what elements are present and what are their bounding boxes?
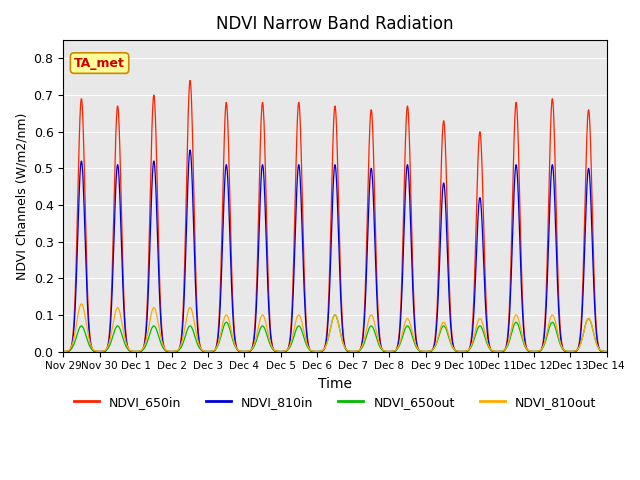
- Y-axis label: NDVI Channels (W/m2/nm): NDVI Channels (W/m2/nm): [15, 112, 28, 279]
- NDVI_810out: [60, 348, 67, 354]
- Title: NDVI Narrow Band Radiation: NDVI Narrow Band Radiation: [216, 15, 454, 33]
- NDVI_650in: [122, 322, 129, 328]
- NDVI_650out: [60, 348, 67, 354]
- NDVI_810in: [122, 328, 129, 334]
- NDVI_810out: [154, 317, 161, 323]
- NDVI_810out: [603, 348, 611, 354]
- NDVI_650in: [186, 78, 194, 84]
- NDVI_650out: [593, 340, 600, 346]
- NDVI_810in: [534, 348, 541, 354]
- Line: NDVI_650in: NDVI_650in: [63, 81, 607, 351]
- Line: NDVI_810in: NDVI_810in: [63, 150, 607, 351]
- NDVI_650in: [154, 194, 161, 200]
- NDVI_810in: [154, 234, 161, 240]
- X-axis label: Time: Time: [318, 377, 352, 391]
- NDVI_810out: [268, 344, 276, 349]
- Legend: NDVI_650in, NDVI_810in, NDVI_650out, NDVI_810out: NDVI_650in, NDVI_810in, NDVI_650out, NDV…: [68, 391, 601, 414]
- NDVI_810out: [534, 348, 541, 354]
- NDVI_650out: [268, 345, 275, 350]
- NDVI_810out: [593, 340, 600, 346]
- Line: NDVI_650out: NDVI_650out: [63, 315, 607, 351]
- NDVI_810in: [593, 328, 600, 334]
- NDVI_810in: [603, 348, 611, 354]
- NDVI_810in: [60, 348, 67, 354]
- NDVI_650out: [122, 342, 129, 348]
- NDVI_650in: [603, 348, 611, 354]
- NDVI_650out: [154, 330, 161, 336]
- NDVI_650out: [332, 312, 339, 318]
- NDVI_810out: [292, 320, 300, 326]
- NDVI_810out: [122, 337, 129, 343]
- Text: TA_met: TA_met: [74, 57, 125, 70]
- NDVI_650out: [603, 348, 611, 354]
- NDVI_650out: [534, 348, 541, 354]
- NDVI_650out: [291, 329, 299, 335]
- NDVI_650in: [268, 339, 276, 345]
- NDVI_650in: [292, 187, 300, 192]
- NDVI_810in: [268, 342, 276, 348]
- NDVI_650in: [593, 322, 600, 328]
- NDVI_810in: [292, 227, 300, 233]
- NDVI_650in: [534, 348, 541, 354]
- NDVI_810out: [77, 301, 85, 307]
- Line: NDVI_810out: NDVI_810out: [63, 304, 607, 351]
- NDVI_650in: [60, 348, 67, 354]
- NDVI_810in: [186, 147, 194, 153]
